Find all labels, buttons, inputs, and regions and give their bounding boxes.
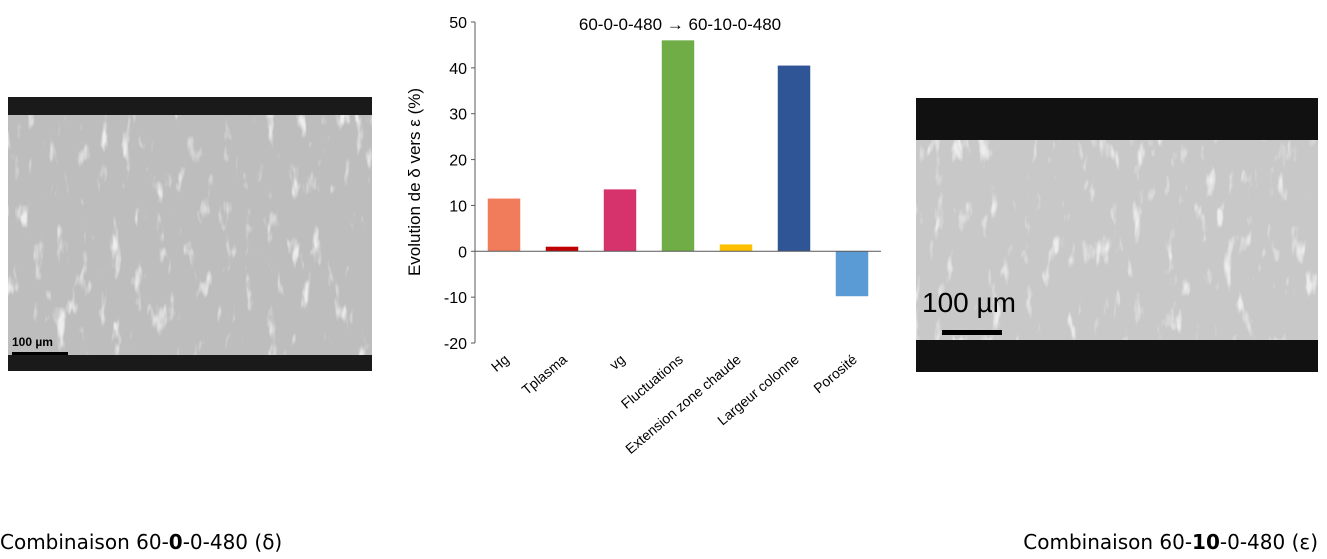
figure: 100 µm 100 µm 60-0-0-480 → 60-10-0-480 E… (8, 15, 1318, 457)
bar (661, 40, 695, 252)
micrograph-left: 100 µm (8, 97, 372, 371)
bar (835, 251, 869, 297)
x-tick-label: Hg (488, 351, 512, 375)
caption-text: Combinaison 60- (1023, 530, 1193, 554)
y-tick-label: 0 (458, 244, 467, 261)
caption-bold: 0 (168, 530, 183, 554)
y-tick-label: 20 (449, 153, 467, 170)
y-axis-label: Evolution de δ vers ε (%) (405, 88, 424, 276)
y-tick-label: 10 (449, 198, 467, 215)
bar (545, 246, 579, 252)
scale-label: 100 µm (12, 335, 53, 349)
y-tick-label: 30 (449, 107, 467, 124)
y-tick-label: 50 (449, 15, 467, 32)
x-tick-label: vg (606, 351, 628, 373)
caption-left: Combinaison 60-0-0-480 (δ) (0, 530, 282, 554)
scale-label: 100 µm (922, 287, 1016, 318)
bar (487, 198, 521, 252)
x-tick-label: Tplasma (519, 351, 571, 398)
bar (603, 189, 637, 252)
bar (719, 244, 753, 252)
caption-text: -0-480 (ε) (1219, 530, 1318, 554)
y-tick-label: 40 (449, 61, 467, 78)
x-tick-label: Porosité (810, 351, 860, 396)
chart-title: 60-0-0-480 → 60-10-0-480 (579, 15, 781, 34)
caption-text: Combinaison 60- (0, 530, 169, 554)
bar (777, 65, 811, 252)
caption-bold: 10 (1192, 530, 1220, 554)
y-tick-label: -10 (444, 290, 467, 307)
x-tick-label: Extension zone chaude (622, 351, 744, 457)
y-tick-label: -20 (444, 336, 467, 353)
micrograph-right: 100 µm (916, 98, 1318, 372)
caption-text: -0-480 (δ) (182, 530, 283, 554)
caption-right: Combinaison 60-10-0-480 (ε) (1023, 530, 1318, 554)
